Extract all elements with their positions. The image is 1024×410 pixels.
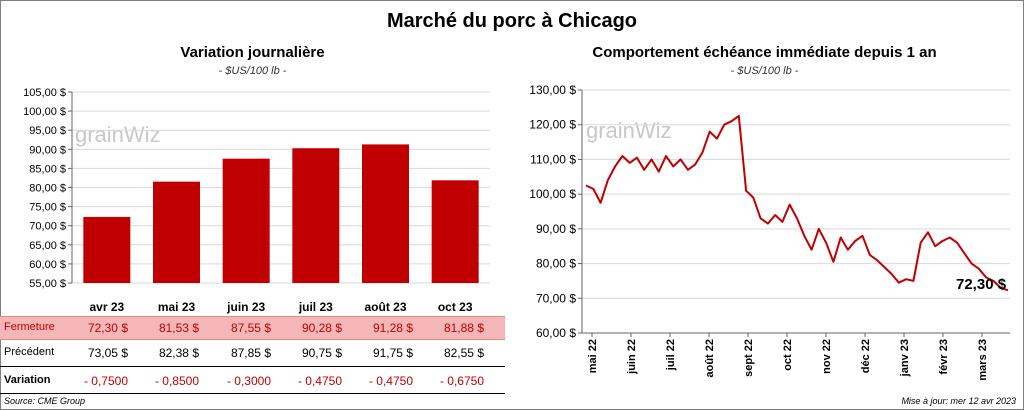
line-x-tick-label: mars 23 (977, 339, 989, 381)
bar-x-label: août 23 (364, 300, 406, 314)
line-x-tick-label: juil 22 (665, 339, 677, 371)
source-note: Source: CME Group (4, 396, 86, 406)
line-x-tick-label: janv 23 (899, 339, 911, 377)
previous-row: Précédent 73,05 $ 82,38 $ 87,85 $ 90,75 … (0, 341, 505, 363)
closing-cell: 81,53 $ (158, 321, 199, 335)
variation-cell: - 0,4750 (297, 374, 342, 388)
bar-y-tick-label: 55,00 $ (29, 278, 66, 290)
variation-cell: - 0,6750 (439, 374, 484, 388)
closing-row: Fermeture 72,30 $ 81,53 $ 87,55 $ 90,28 … (0, 316, 505, 340)
line-x-tick-label: févr 23 (938, 339, 950, 374)
bar-x-label: juil 23 (298, 300, 333, 314)
previous-cell: 90,75 $ (301, 346, 342, 360)
line-y-tick-label: 120,00 $ (529, 118, 576, 132)
bar-y-tick-label: 75,00 $ (29, 202, 66, 214)
line-x-tick-label: mai 22 (587, 339, 599, 373)
bar-x-label: avr 23 (89, 300, 124, 314)
bar-x-label: mai 23 (158, 300, 196, 314)
bar-x-label: juin 23 (226, 300, 265, 314)
bar-y-tick-label: 65,00 $ (29, 240, 66, 252)
line-x-tick-label: août 22 (704, 339, 716, 378)
line-x-tick-label: oct 22 (782, 339, 794, 371)
line-x-tick-label: nov 22 (821, 339, 833, 374)
closing-cell: 81,88 $ (443, 321, 484, 335)
bar-y-tick-label: 85,00 $ (29, 163, 66, 175)
line-y-tick-label: 110,00 $ (530, 152, 576, 166)
variation-row-label: Variation (4, 374, 51, 386)
line-y-tick-label: 70,00 $ (536, 291, 576, 305)
bar-y-tick-label: 95,00 $ (29, 125, 66, 137)
left-watermark: grainWiz (75, 122, 161, 147)
bar (83, 216, 131, 283)
line-y-tick-label: 100,00 $ (529, 187, 576, 201)
bar (222, 158, 270, 283)
left-chart-title: Variation journalière (180, 44, 325, 61)
bar-y-tick-label: 70,00 $ (29, 221, 66, 233)
bar (431, 180, 479, 283)
bar-chart: grainWiz 55,00 $ 60,00 $ 65,00 $ 70,00 $ 75,… (23, 87, 490, 314)
bar-y-tick-label: 100,00 $ (23, 106, 66, 118)
line-y-tick-label: 130,00 $ (529, 83, 576, 97)
line-x-tick-label: juin 22 (626, 339, 638, 375)
right-chart-title: Comportement échéance immédiate depuis 1… (592, 44, 937, 61)
line-y-tick-label: 90,00 $ (536, 222, 576, 236)
bar-y-tick-label: 90,00 $ (29, 144, 66, 156)
last-value-label: 72,30 $ (956, 276, 1007, 293)
bar-x-label: oct 23 (438, 300, 473, 314)
bar-y-tick-label: 60,00 $ (29, 259, 66, 271)
bar (292, 148, 340, 283)
closing-cell: 72,30 $ (87, 321, 128, 335)
closing-cell: 90,28 $ (301, 321, 342, 335)
line-x-tick-label: déc 22 (860, 339, 872, 373)
closing-cell: 91,28 $ (372, 321, 413, 335)
previous-cell: 73,05 $ (87, 346, 128, 360)
previous-cell: 91,75 $ (372, 346, 413, 360)
right-chart-unit: - $US/100 lb - (730, 65, 799, 77)
closing-cell: 87,55 $ (230, 321, 271, 335)
variation-cell: - 0,3000 (226, 374, 271, 388)
variation-cell: - 0,8500 (154, 374, 199, 388)
previous-row-label: Précédent (4, 346, 55, 358)
bar (153, 181, 200, 283)
line-chart: grainWiz 60,00 $ 70,00 $ 80,00 $ 90,00 $ 100… (529, 83, 1010, 381)
bar-y-tick-label: 105,00 $ (23, 87, 66, 99)
line-y-tick-label: 80,00 $ (536, 257, 576, 271)
line-y-tick-label: 60,00 $ (536, 326, 576, 340)
update-note: Mise à jour: mer 12 avr 2023 (901, 396, 1016, 406)
left-chart-unit: - $US/100 lb - (218, 65, 287, 77)
closing-row-label: Fermeture (4, 321, 55, 333)
previous-cell: 87,85 $ (230, 346, 271, 360)
page-title: Marché du porc à Chicago (386, 10, 638, 32)
line-x-tick-label: sept 22 (743, 339, 755, 377)
variation-cell: - 0,7500 (83, 374, 128, 388)
bar-y-tick-label: 80,00 $ (29, 183, 66, 195)
variation-row: Variation - 0,7500 - 0,8500 - 0,3000 - 0… (0, 366, 505, 394)
bar (362, 144, 409, 283)
previous-cell: 82,38 $ (158, 346, 199, 360)
previous-cell: 82,55 $ (443, 346, 484, 360)
right-watermark: grainWiz (586, 118, 672, 143)
variation-cell: - 0,4750 (368, 374, 413, 388)
price-line (585, 115, 1009, 292)
